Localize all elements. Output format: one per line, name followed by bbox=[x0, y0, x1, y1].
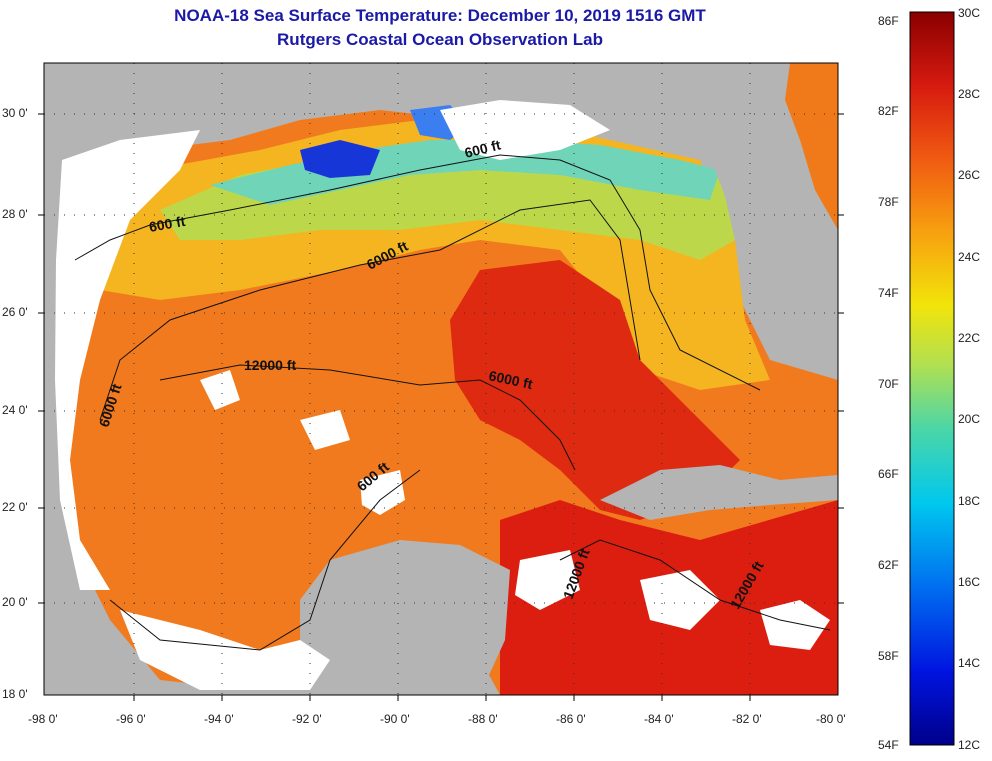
lat-label: 24 0' bbox=[2, 403, 28, 417]
cold-coastal-patch bbox=[300, 140, 380, 178]
axis-ticks bbox=[38, 113, 844, 701]
colorbar-f-label: 82F bbox=[878, 104, 899, 118]
cloud-patch-5 bbox=[760, 600, 830, 650]
lon-label: -80 0' bbox=[816, 712, 846, 726]
contour-12000ft bbox=[159, 364, 576, 471]
lat-label: 28 0' bbox=[2, 207, 28, 221]
map-title: NOAA-18 Sea Surface Temperature: Decembe… bbox=[174, 6, 706, 25]
cloud-patch-2 bbox=[200, 370, 240, 410]
cloud-patch-4 bbox=[640, 570, 720, 630]
colorbar-f-label: 66F bbox=[878, 467, 899, 481]
contour-label: 600 ft bbox=[148, 213, 187, 235]
cloud-south bbox=[120, 610, 330, 690]
atlantic-warm bbox=[785, 63, 838, 230]
colorbar-c-label: 28C bbox=[958, 87, 981, 101]
colorbar-f-label: 62F bbox=[878, 558, 899, 572]
yucatan bbox=[305, 540, 510, 695]
contour-600ft bbox=[74, 154, 761, 391]
colorbar-c-label: 18C bbox=[958, 494, 981, 508]
cuba bbox=[600, 465, 838, 520]
colorbar-c-label: 26C bbox=[958, 168, 981, 182]
colorbar-c-label: 24C bbox=[958, 250, 981, 264]
lat-label: 26 0' bbox=[2, 305, 28, 319]
map-border bbox=[43, 62, 839, 696]
colorbar-f-label: 70F bbox=[878, 377, 899, 391]
lon-label: -88 0' bbox=[468, 712, 498, 726]
colorbar bbox=[909, 11, 955, 746]
lon-label: -96 0' bbox=[116, 712, 146, 726]
colorbar-f-label: 74F bbox=[878, 286, 899, 300]
lon-label: -92 0' bbox=[292, 712, 322, 726]
florida bbox=[700, 120, 838, 370]
loop-current bbox=[450, 260, 740, 520]
lat-label: 22 0' bbox=[2, 500, 28, 514]
contour-caribbean bbox=[559, 539, 831, 631]
bathymetry-contours bbox=[74, 154, 831, 651]
cloud-patch-6 bbox=[300, 410, 350, 450]
colorbar-f-label: 86F bbox=[878, 14, 899, 28]
colorbar-f-label: 78F bbox=[878, 195, 899, 209]
colorbar-c-label: 12C bbox=[958, 738, 981, 752]
lon-label: -94 0' bbox=[204, 712, 234, 726]
cloud-north bbox=[440, 100, 610, 160]
colorbar-f-label: 54F bbox=[878, 738, 899, 752]
lat-label: 18 0' bbox=[2, 687, 28, 701]
lon-label: -86 0' bbox=[556, 712, 586, 726]
colorbar-c-label: 22C bbox=[958, 331, 981, 345]
map-area bbox=[44, 63, 838, 695]
contour-6000ft bbox=[99, 199, 641, 421]
colorbar-c-label: 16C bbox=[958, 575, 981, 589]
lat-label: 30 0' bbox=[2, 106, 28, 120]
colorbar-c-label: 30C bbox=[958, 6, 981, 20]
lon-label: -98 0' bbox=[28, 712, 58, 726]
cloud-patch-3 bbox=[515, 550, 580, 610]
colorbar-c-label: 20C bbox=[958, 412, 981, 426]
lon-label: -90 0' bbox=[380, 712, 410, 726]
lat-label: 20 0' bbox=[2, 595, 28, 609]
cloud-patch-1 bbox=[360, 470, 405, 515]
lon-label: -82 0' bbox=[732, 712, 762, 726]
contour-600ft-south bbox=[109, 469, 421, 651]
colorbar-f-label: 58F bbox=[878, 649, 899, 663]
colorbar-c-label: 14C bbox=[958, 656, 981, 670]
lon-label: -84 0' bbox=[644, 712, 674, 726]
cloud-west bbox=[55, 130, 200, 590]
contour-label: 12000 ft bbox=[244, 357, 296, 373]
map-subtitle: Rutgers Coastal Ocean Observation Lab bbox=[277, 30, 603, 49]
